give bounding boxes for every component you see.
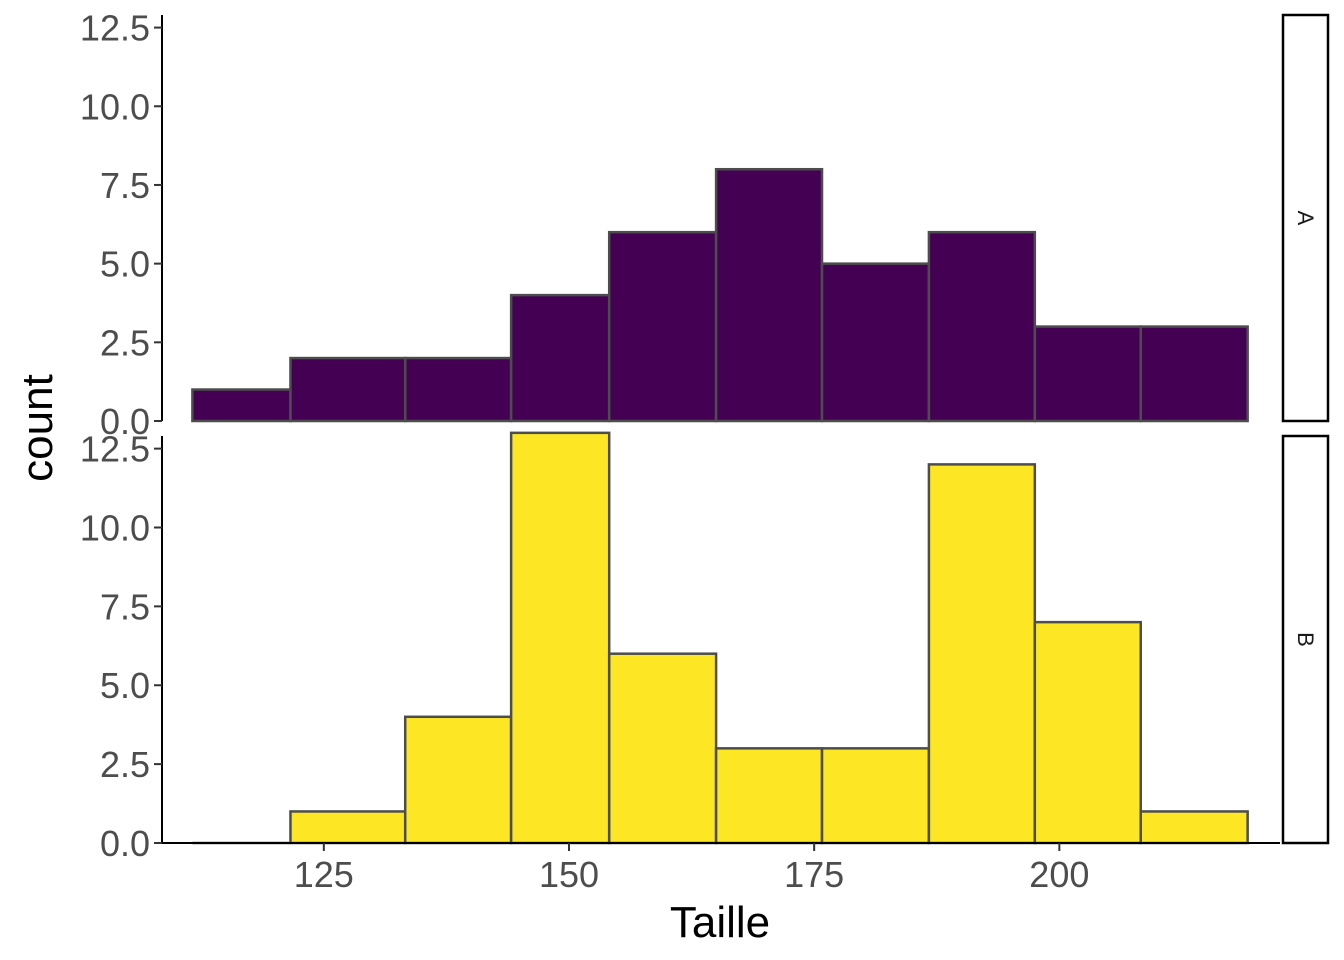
histogram-bar — [607, 230, 718, 423]
histogram-bar — [714, 747, 824, 845]
histogram-bar — [607, 652, 718, 845]
y-tick-label: 5.0 — [100, 244, 150, 285]
x-axis: 125 150 175 200 — [162, 842, 1280, 895]
x-axis-title: Taille — [670, 898, 770, 947]
x-tick-label: 175 — [784, 854, 844, 895]
y-tick-label: 2.5 — [100, 744, 150, 785]
histogram-bar — [191, 388, 292, 423]
facet-strip-label: A — [1293, 211, 1318, 226]
facet-strip — [1281, 13, 1330, 423]
y-tick-label: 7.5 — [100, 165, 150, 206]
histogram-bar — [403, 356, 513, 423]
x-tick-label: 200 — [1029, 854, 1089, 895]
facet-strip-label: B — [1293, 632, 1318, 647]
histogram-bar — [1139, 325, 1249, 423]
y-tick-label: 10.0 — [80, 86, 150, 127]
x-tick-label: 125 — [294, 854, 354, 895]
histogram-bar — [403, 715, 513, 845]
facet-panel-B: 0.0 2.5 5.0 7.5 10.0 12.5 B — [80, 429, 1330, 864]
facet-panel-A: 0.0 2.5 5.0 7.5 10.0 12.5 A — [80, 8, 1330, 442]
histogram-bar — [927, 463, 1037, 845]
y-axis-title: count — [13, 374, 62, 482]
y-tick-label: 7.5 — [100, 586, 150, 627]
y-tick-label: 12.5 — [80, 8, 150, 49]
y-tick-label: 2.5 — [100, 322, 150, 363]
facet-strip — [1281, 434, 1330, 845]
histogram-bar — [289, 810, 407, 845]
histogram-bar — [1033, 620, 1142, 845]
y-tick-label: 12.5 — [80, 429, 150, 470]
histogram-bar — [509, 431, 611, 845]
facet-panels: 0.0 2.5 5.0 7.5 10.0 12.5 A 0.0 2.5 5.0 7.5 10.0 12.… — [80, 8, 1330, 864]
histogram-bar — [289, 356, 407, 423]
y-tick-label: 0.0 — [100, 401, 150, 442]
y-tick-label: 10.0 — [80, 507, 150, 548]
y-tick-label: 0.0 — [100, 823, 150, 864]
x-tick-label: 150 — [539, 854, 599, 895]
histogram-bar — [1033, 325, 1142, 423]
histogram-bar — [820, 747, 931, 845]
histogram-bar — [509, 293, 611, 423]
y-tick-label: 5.0 — [100, 665, 150, 706]
histogram-bar — [1139, 810, 1249, 845]
histogram-bar — [820, 262, 931, 423]
histogram-bar — [714, 167, 824, 423]
histogram-bar — [927, 230, 1037, 423]
